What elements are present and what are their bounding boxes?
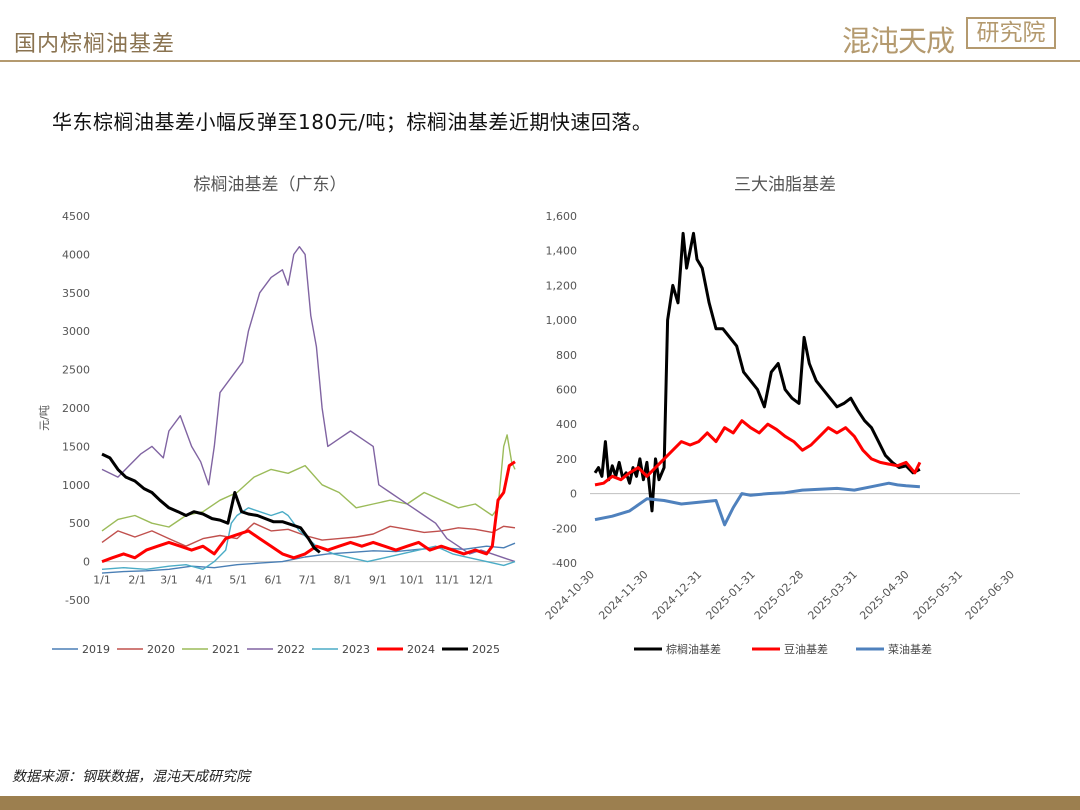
y-tick-label: 4500 bbox=[62, 210, 90, 223]
y-axis-label: 元/吨 bbox=[38, 405, 51, 431]
footer-bar bbox=[0, 796, 1080, 810]
series-line-2022 bbox=[101, 246, 516, 563]
data-source: 数据来源：钢联数据，混沌天成研究院 bbox=[12, 769, 250, 785]
y-tick-label: 2500 bbox=[62, 364, 90, 377]
header: 国内棕榈油基差 混沌天成 研究院 bbox=[0, 0, 1080, 64]
y-tick-label: 2000 bbox=[62, 402, 90, 415]
legend-label-2021: 2021 bbox=[212, 643, 240, 656]
logo-box-text: 研究院 bbox=[966, 17, 1056, 49]
legend-label-棕榈油基差: 棕榈油基差 bbox=[666, 642, 721, 656]
y-tick-label: 800 bbox=[556, 349, 577, 362]
x-tick-label: 2024-10-30 bbox=[543, 568, 597, 622]
y-tick-label: 1,400 bbox=[546, 245, 578, 258]
y-tick-label: -200 bbox=[552, 522, 577, 535]
x-tick-label: 1/1 bbox=[93, 574, 111, 587]
y-tick-label: -400 bbox=[552, 557, 577, 570]
y-tick-label: 1500 bbox=[62, 440, 90, 453]
y-tick-label: 1,600 bbox=[546, 210, 578, 223]
series-line-2023 bbox=[101, 507, 516, 570]
x-tick-label: 2025-05-31 bbox=[911, 568, 965, 622]
legend-label-2022: 2022 bbox=[277, 643, 305, 656]
legend-label-2024: 2024 bbox=[407, 643, 435, 656]
series-line-2019 bbox=[101, 542, 516, 574]
chart-title: 棕榈油基差（广东） bbox=[194, 175, 347, 195]
x-tick-label: 2024-11-30 bbox=[596, 568, 650, 622]
logo-main-text: 混沌天成 bbox=[842, 24, 955, 58]
y-tick-label: 1000 bbox=[62, 479, 90, 492]
series-line-2024 bbox=[101, 460, 516, 564]
series-line-2021 bbox=[101, 434, 516, 532]
x-tick-label: 2/1 bbox=[128, 574, 146, 587]
y-tick-label: 0 bbox=[570, 488, 577, 501]
x-tick-label: 9/1 bbox=[369, 574, 387, 587]
brand-logo: 混沌天成 研究院 bbox=[842, 12, 1058, 58]
y-tick-label: 400 bbox=[556, 418, 577, 431]
summary-text: 华东棕榈油基差小幅反弹至180元/吨；棕榈油基差近期快速回落。 bbox=[52, 110, 653, 134]
x-tick-label: 2025-01-31 bbox=[703, 568, 757, 622]
header-divider bbox=[0, 60, 1080, 62]
x-tick-label: 5/1 bbox=[229, 574, 247, 587]
x-tick-label: 12/1 bbox=[469, 574, 494, 587]
y-tick-label: 4000 bbox=[62, 248, 90, 261]
series-line-棕榈油基差 bbox=[593, 231, 921, 513]
legend-label-豆油基差: 豆油基差 bbox=[784, 642, 828, 656]
legend-label-2019: 2019 bbox=[82, 643, 110, 656]
palm-oil-basis-guangdong-chart: 棕榈油基差（广东） 元/吨 -500 0 500 1000 1500 2000 2500 3000… bbox=[38, 175, 516, 656]
x-tick-label: 10/1 bbox=[399, 574, 424, 587]
series-line-豆油基差 bbox=[594, 419, 922, 487]
x-tick-label: 2025-06-30 bbox=[963, 568, 1017, 622]
legend-label-2020: 2020 bbox=[147, 643, 175, 656]
chart-title: 三大油脂基差 bbox=[734, 175, 836, 195]
y-tick-label: 0 bbox=[83, 556, 90, 569]
page-title: 国内棕榈油基差 bbox=[14, 32, 176, 57]
x-tick-label: 7/1 bbox=[299, 574, 317, 587]
series-line-2025 bbox=[101, 452, 321, 554]
x-tick-label: 11/1 bbox=[435, 574, 460, 587]
legend-label-2025: 2025 bbox=[472, 643, 500, 656]
x-tick-label: 8/1 bbox=[334, 574, 352, 587]
legend-label-菜油基差: 菜油基差 bbox=[888, 642, 932, 656]
x-tick-label: 2025-03-31 bbox=[805, 568, 859, 622]
x-tick-label: 6/1 bbox=[264, 574, 282, 587]
y-tick-label: 200 bbox=[556, 453, 577, 466]
x-tick-label: 2025-02-28 bbox=[752, 568, 806, 622]
x-tick-label: 4/1 bbox=[195, 574, 213, 587]
legend-label-2023: 2023 bbox=[342, 643, 370, 656]
series-line-2020 bbox=[101, 522, 516, 547]
y-tick-label: 1,000 bbox=[546, 314, 578, 327]
x-tick-label: 2025-04-30 bbox=[857, 568, 911, 622]
y-tick-label: 3000 bbox=[62, 325, 90, 338]
y-tick-label: -500 bbox=[65, 594, 90, 607]
y-tick-label: 500 bbox=[69, 517, 90, 530]
y-tick-label: 600 bbox=[556, 384, 577, 397]
x-tick-label: 3/1 bbox=[160, 574, 178, 587]
series-line-菜油基差 bbox=[594, 481, 920, 527]
x-tick-label: 2024-12-31 bbox=[650, 568, 704, 622]
three-oils-basis-chart: 三大油脂基差 -400 -200 0 200 400 600 800 1,000 1,200 1,4… bbox=[543, 175, 1020, 656]
y-tick-label: 3500 bbox=[62, 287, 90, 300]
y-tick-label: 1,200 bbox=[546, 279, 578, 292]
